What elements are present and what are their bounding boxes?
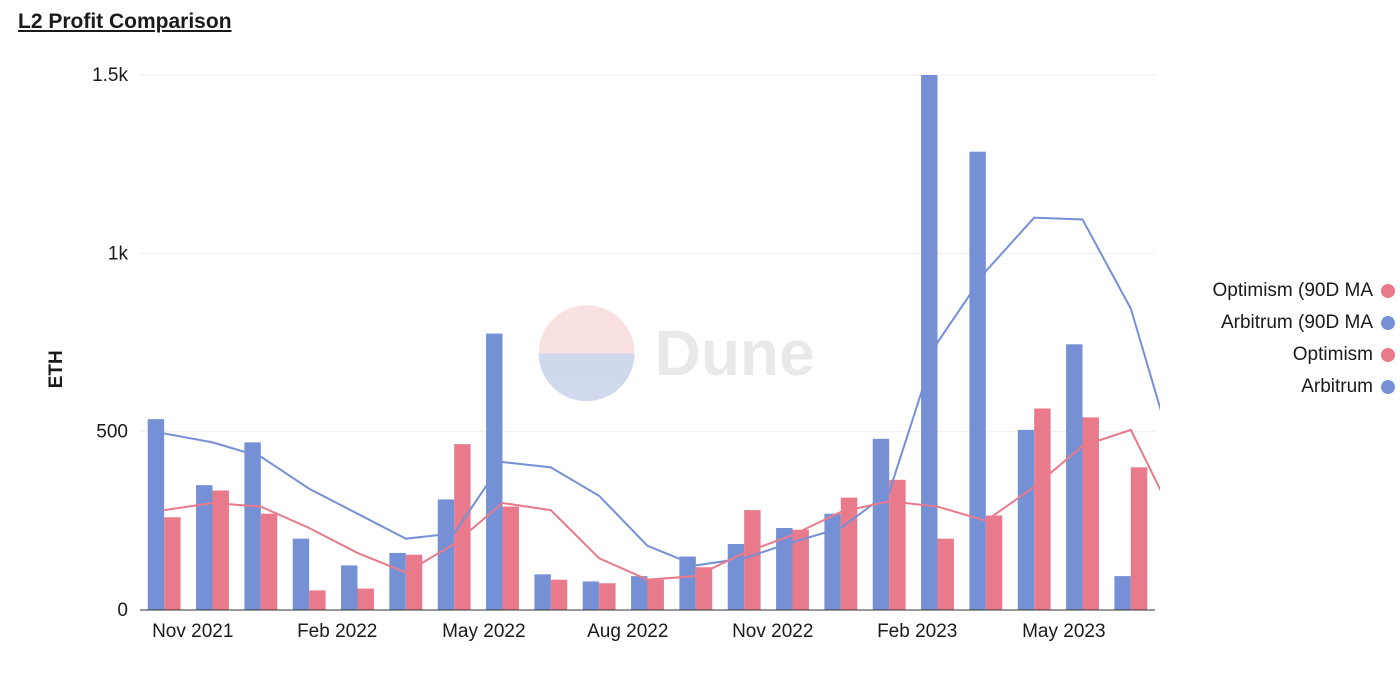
legend-swatch (1381, 380, 1395, 394)
bar-optimism (1083, 417, 1099, 610)
bar-arbitrum (293, 539, 309, 610)
legend-label: Optimism (1293, 344, 1373, 366)
bar-optimism (309, 590, 325, 610)
chart-title: L2 Profit Comparison (18, 10, 232, 34)
x-tick-label: May 2022 (442, 621, 525, 642)
bar-optimism (164, 517, 180, 610)
bar-arbitrum (341, 565, 357, 610)
chart-area: 0 500 1k 1.5k Dune Nov 2021 Feb 2022 May 2022 Au… (30, 55, 1160, 655)
legend-swatch (1381, 348, 1395, 362)
y-axis-label: ETH (46, 350, 67, 388)
bar-arbitrum (631, 576, 647, 610)
bar-optimism (1131, 467, 1147, 610)
x-tick-label: Feb 2022 (297, 621, 377, 642)
chart-svg: 0 500 1k 1.5k Dune Nov 2021 Feb 2022 May 2022 Au… (30, 55, 1160, 655)
bar-optimism (551, 580, 567, 610)
legend-item: Arbitrum (1185, 376, 1395, 398)
legend: Optimism (90D MA Arbitrum (90D MA Optimism… (1185, 280, 1395, 408)
bar-arbitrum (1018, 430, 1034, 610)
bar-optimism (744, 510, 760, 610)
bar-arbitrum (1114, 576, 1130, 610)
bar-optimism (986, 515, 1002, 610)
legend-label: Optimism (90D MA (1213, 280, 1373, 302)
legend-swatch (1381, 316, 1395, 330)
bar-arbitrum (244, 442, 260, 610)
x-tick-label: Aug 2022 (587, 621, 668, 642)
legend-swatch (1381, 284, 1395, 298)
x-tick-label: May 2023 (1022, 621, 1105, 642)
bar-optimism (938, 539, 954, 610)
bar-optimism (696, 567, 712, 610)
bar-optimism (599, 583, 615, 610)
bar-arbitrum (921, 75, 937, 610)
bar-optimism (213, 491, 229, 610)
bar-optimism (358, 589, 374, 610)
y-tick-label: 0 (117, 600, 128, 621)
bar-arbitrum (486, 334, 502, 610)
bar-arbitrum (969, 152, 985, 610)
x-tick-label: Nov 2022 (732, 621, 813, 642)
bar-optimism (889, 480, 905, 610)
bar-arbitrum (148, 419, 164, 610)
watermark: Dune (539, 305, 815, 401)
y-tick-label: 500 (96, 422, 128, 443)
bar-optimism (648, 580, 664, 610)
legend-label: Arbitrum (90D MA (1221, 312, 1373, 334)
bar-arbitrum (583, 581, 599, 610)
x-tick-label: Nov 2021 (152, 621, 233, 642)
bar-optimism (454, 444, 470, 610)
bar-optimism (841, 498, 857, 610)
legend-item: Arbitrum (90D MA (1185, 312, 1395, 334)
x-tick-label: Feb 2023 (877, 621, 957, 642)
legend-item: Optimism (90D MA (1185, 280, 1395, 302)
y-tick-label: 1k (108, 243, 129, 264)
bar-arbitrum (438, 499, 454, 610)
line-optimism-90d-ma (164, 430, 1160, 580)
line-arbitrum-90d-ma (164, 218, 1160, 566)
bar-arbitrum (534, 574, 550, 610)
bar-arbitrum (873, 439, 889, 610)
bar-optimism (261, 514, 277, 610)
legend-item: Optimism (1185, 344, 1395, 366)
bar-arbitrum (1066, 344, 1082, 610)
y-tick-label: 1.5k (92, 65, 128, 86)
legend-label: Arbitrum (1301, 376, 1373, 398)
bar-optimism (1034, 408, 1050, 610)
bar-optimism (406, 555, 422, 610)
bar-optimism (503, 507, 519, 610)
watermark-text: Dune (655, 317, 815, 389)
bar-arbitrum (389, 553, 405, 610)
